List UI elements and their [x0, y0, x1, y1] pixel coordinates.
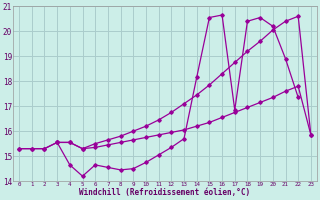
- X-axis label: Windchill (Refroidissement éolien,°C): Windchill (Refroidissement éolien,°C): [79, 188, 251, 197]
